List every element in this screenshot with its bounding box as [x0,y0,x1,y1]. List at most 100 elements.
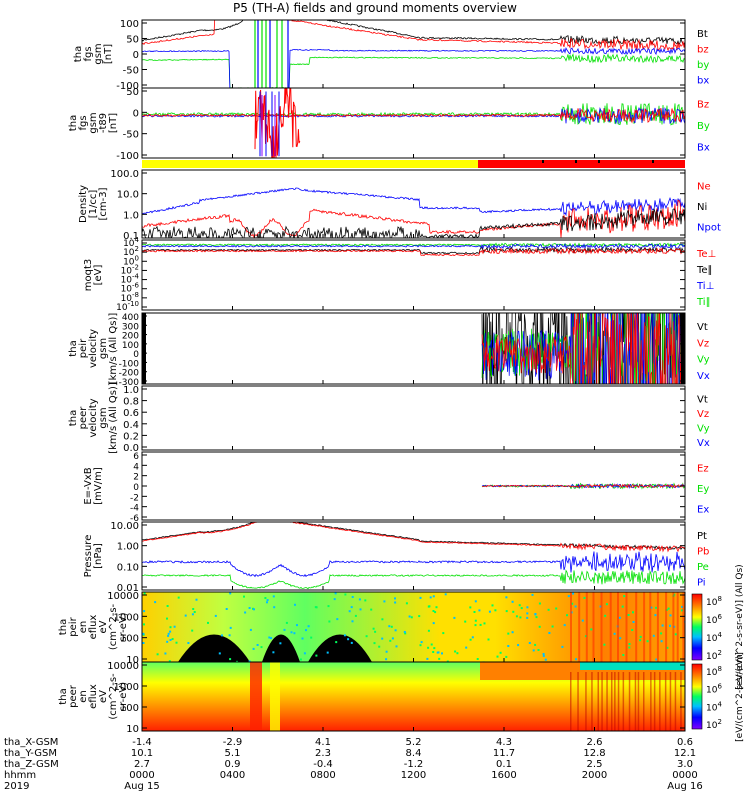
peir-spec-pixel [264,597,267,599]
peir-spec-pixel [427,629,430,632]
ylabel-line: sr-eV) [118,682,129,711]
ytick-label: 50 [126,35,139,46]
ylabel-line: gsm [88,112,99,133]
legend-Te∥: Te∥ [696,265,713,276]
peir-spec-pixel [365,635,368,638]
peir-spec-pixel [639,635,642,638]
peir-spec-pixel [646,640,649,643]
peir-spec-pixel [520,607,523,610]
mode-tick [652,160,654,163]
panel-density-frame [141,169,686,239]
peir-spec-pixel [655,606,657,609]
peir-spec-gap [178,634,250,662]
panel-pressure-traces [142,522,685,590]
ytick-label: 10000 [107,591,139,602]
peir-spec-pixel [166,617,168,620]
peir-spec-pixel [283,628,286,631]
peir-spec-pixel [173,625,176,628]
peir-spec-pixel [511,600,514,603]
peir-spec-pixel [681,609,684,612]
peir-spec-pixel [621,605,624,608]
peir-spec-pixel [613,632,616,635]
peir-spec-pixel [534,613,537,615]
peer-spec-streak [606,672,608,731]
legend-Bz: Bz [697,100,709,111]
peer-spec-streak [659,672,661,731]
xrow-value: 0.1 [496,759,512,770]
peir-spec-pixel [666,646,669,649]
peir-spec-pixel [191,629,194,632]
peir-spec-pixel [456,652,459,655]
peir-spec-pixel [483,622,486,625]
peir-spec-pixel [408,615,411,618]
peir-spec-pixel [351,620,354,623]
peir-spec-pixel [487,638,490,641]
peir-spec-pixel [631,629,634,631]
peer-spec-cyan [580,662,685,670]
peir-spec-pixel [505,610,508,613]
peir-spec-pixel [373,642,376,645]
peir-spec-pixel [571,602,574,605]
colorbar-tick: 104 [706,631,722,644]
legend-Pe: Pe [697,562,709,573]
xrow-value: -0.4 [313,759,333,770]
ylabel-line: tha [58,619,69,635]
peir-spec-pixel [359,608,362,611]
xrow-value: Aug 15 [124,781,159,792]
peir-spec-pixel [191,613,194,616]
xrow-value: -1.2 [404,759,424,770]
peir-spec-pixel [479,623,482,626]
xrow-value: 1200 [401,770,426,781]
peir-spec-pixel [383,600,386,603]
peir-spec-pixel [154,601,157,604]
xrow-value: 4.1 [315,737,331,748]
vel-edge-right [681,313,685,384]
peer-spec-streak [669,672,672,731]
peir-spec-pixel [505,596,508,599]
peir-spec-pixel [544,658,547,661]
xrow-value: 1600 [491,770,516,781]
peir-spec-pixel [420,641,423,644]
peir-spec-pixel [229,658,232,661]
npot-line [142,187,685,217]
ylabel-line: gsm [98,407,109,428]
peer-spec-streak [614,672,616,731]
legend-Ez: Ez [697,463,709,474]
peir-spec-pixel [315,654,318,657]
ylabel-line: E=-VxB [83,467,94,504]
ylabel-line: peer [78,406,89,430]
ytick-label: 100 [122,341,139,351]
peir-spec-pixel [164,652,167,655]
peir-spec-pixel [655,658,658,661]
peer-spec-streak [611,672,613,731]
peer-spec-streak [637,672,640,731]
ylabel-line: peir [68,616,79,636]
peir-spec-pixel [167,634,170,637]
peir-spec-pixel [572,592,575,595]
peir-spec-streak [676,592,679,662]
ne-line [142,199,685,238]
legend-Vz: Vz [697,409,709,420]
peer-spec-band [250,662,262,731]
ylabel-line: en [78,690,89,703]
ylabel-line: tha [58,688,69,704]
xrow-value: -2.9 [223,737,243,748]
ytick-label: 400 [122,313,139,323]
xrow-value: 0000 [672,770,697,781]
peir-spec-pixel [581,619,584,622]
peir-spec-pixel [507,645,510,647]
peir-spec-streak [682,592,685,662]
te-par-line [142,246,685,255]
ytick-label: 300 [122,322,139,332]
te-perp-line [142,247,685,257]
peir-spec-pixel [454,650,457,653]
peir-spec-pixel [548,632,551,634]
mode-tick [542,160,544,163]
peer-spec-streak [591,672,593,731]
peir-spec-pixel [428,605,431,608]
peir-spec-pixel [266,599,269,602]
peir-spec-pixel [249,628,252,631]
peir-spec-pixel [669,614,672,617]
peir-spec-pixel [435,606,438,609]
ytick-label: 10-8 [121,291,139,304]
